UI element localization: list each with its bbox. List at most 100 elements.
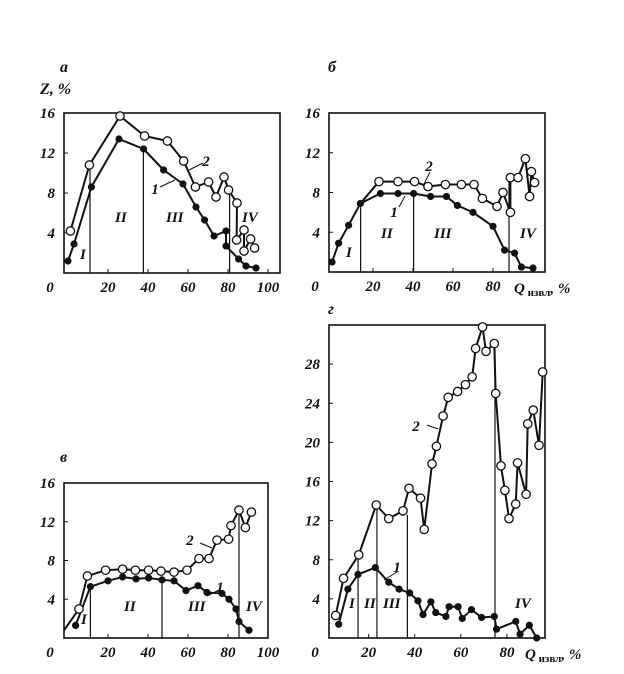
x-tick-label: 20	[365, 279, 382, 295]
series-1-point	[467, 606, 476, 614]
panel-letter: в	[60, 449, 67, 466]
x-tick-label: 80	[486, 279, 502, 295]
x-axis-label-unit: , %	[560, 647, 581, 663]
series-2-point	[143, 565, 154, 576]
curve-label-leader	[383, 571, 398, 581]
series-2-point	[115, 111, 125, 121]
x-tick-label: 60	[446, 279, 462, 295]
curve-label-1: 1	[151, 182, 159, 198]
series-1-point	[218, 589, 226, 598]
y-tick-label: 12	[305, 514, 321, 530]
x-tick-label: 80	[221, 280, 237, 296]
curve-label-leader	[159, 179, 176, 188]
series-1-point	[453, 201, 461, 210]
series-2-point	[219, 172, 229, 182]
series-1-point	[427, 192, 435, 201]
series-1-point	[395, 585, 403, 593]
series-2-point	[427, 459, 437, 469]
series-1-point	[344, 585, 352, 593]
series-1-point	[516, 630, 524, 638]
plot-frame	[328, 112, 546, 273]
y-tick-label: 12	[40, 515, 56, 531]
panel-letter: а	[60, 59, 68, 76]
series-2-point	[100, 565, 111, 576]
series-2-point	[194, 553, 204, 564]
series-2-point	[470, 343, 481, 354]
x-tick-label: 80	[221, 645, 237, 661]
series-1-line	[331, 192, 534, 270]
series-2-point	[456, 179, 467, 190]
curve-label-leader	[398, 195, 406, 208]
y-tick-label: 16	[40, 106, 56, 122]
series-2-point	[249, 243, 260, 253]
series-1-point	[225, 595, 233, 603]
series-2-point	[469, 179, 479, 190]
x-tick-label: 0	[46, 645, 54, 661]
series-2-point	[452, 386, 463, 397]
y-tick-label: 12	[40, 146, 56, 162]
series-1-point	[194, 582, 202, 590]
series-1-point	[70, 240, 78, 248]
series-1-point	[489, 222, 497, 230]
stage-label: IV	[245, 599, 264, 615]
series-2-point	[117, 564, 128, 575]
series-2-point	[490, 388, 501, 399]
series-1-point	[529, 264, 537, 272]
y-tick-label: 16	[40, 476, 56, 492]
series-2-point	[211, 192, 221, 202]
series-2-point	[245, 234, 256, 244]
series-1-point	[406, 589, 414, 597]
curve-label-leader	[188, 162, 204, 171]
curve-label-leader	[199, 542, 213, 549]
series-1-point	[414, 597, 422, 605]
panel-letter: б	[328, 59, 337, 76]
curve-label-2: 2	[185, 533, 194, 549]
series-2-point	[423, 181, 433, 192]
x-tick-label: 60	[181, 280, 197, 296]
x-axis-label-unit: , %	[549, 281, 570, 297]
series-2-point	[393, 176, 403, 187]
series-2-point	[212, 535, 222, 546]
series-1-point	[454, 603, 462, 611]
series-2-point	[84, 160, 95, 170]
stage-label: I	[79, 247, 87, 263]
series-1-point	[201, 216, 209, 224]
series-2-point	[398, 505, 408, 516]
series-1-point	[222, 242, 230, 250]
y-tick-label: 12	[305, 146, 321, 162]
series-1-point	[442, 192, 450, 201]
series-2-line	[334, 325, 544, 616]
x-tick-label: 40	[406, 645, 423, 661]
x-tick-label: 20	[360, 645, 377, 661]
series-1-point	[210, 232, 218, 240]
series-1-point	[490, 612, 498, 621]
y-tick-label: 28	[304, 357, 321, 373]
series-2-point	[537, 367, 548, 377]
series-1-point	[104, 577, 112, 585]
stage-label: III	[165, 210, 185, 226]
series-2-point	[383, 513, 394, 524]
x-tick-label: 60	[453, 645, 469, 661]
series-1-point	[115, 135, 123, 143]
series-2-point	[190, 182, 201, 192]
series-1-point	[160, 166, 168, 174]
y-tick-label: 4	[312, 225, 321, 241]
y-tick-label: 8	[48, 554, 56, 570]
series-1-point	[478, 613, 486, 622]
x-tick-label: 80	[499, 645, 515, 661]
y-tick-label: 24	[304, 396, 321, 412]
series-2-point	[234, 505, 244, 515]
series-2-point	[231, 235, 242, 245]
series-2-point	[467, 371, 478, 382]
series-1-point	[158, 576, 166, 584]
series-1-point	[354, 570, 362, 579]
series-1-point	[512, 617, 520, 625]
series-2-point	[513, 172, 523, 183]
series-2-point	[74, 604, 84, 614]
y-tick-label: 8	[48, 186, 56, 202]
series-1-point	[72, 621, 80, 630]
series-1-point	[335, 239, 343, 247]
series-2-point	[498, 187, 508, 198]
